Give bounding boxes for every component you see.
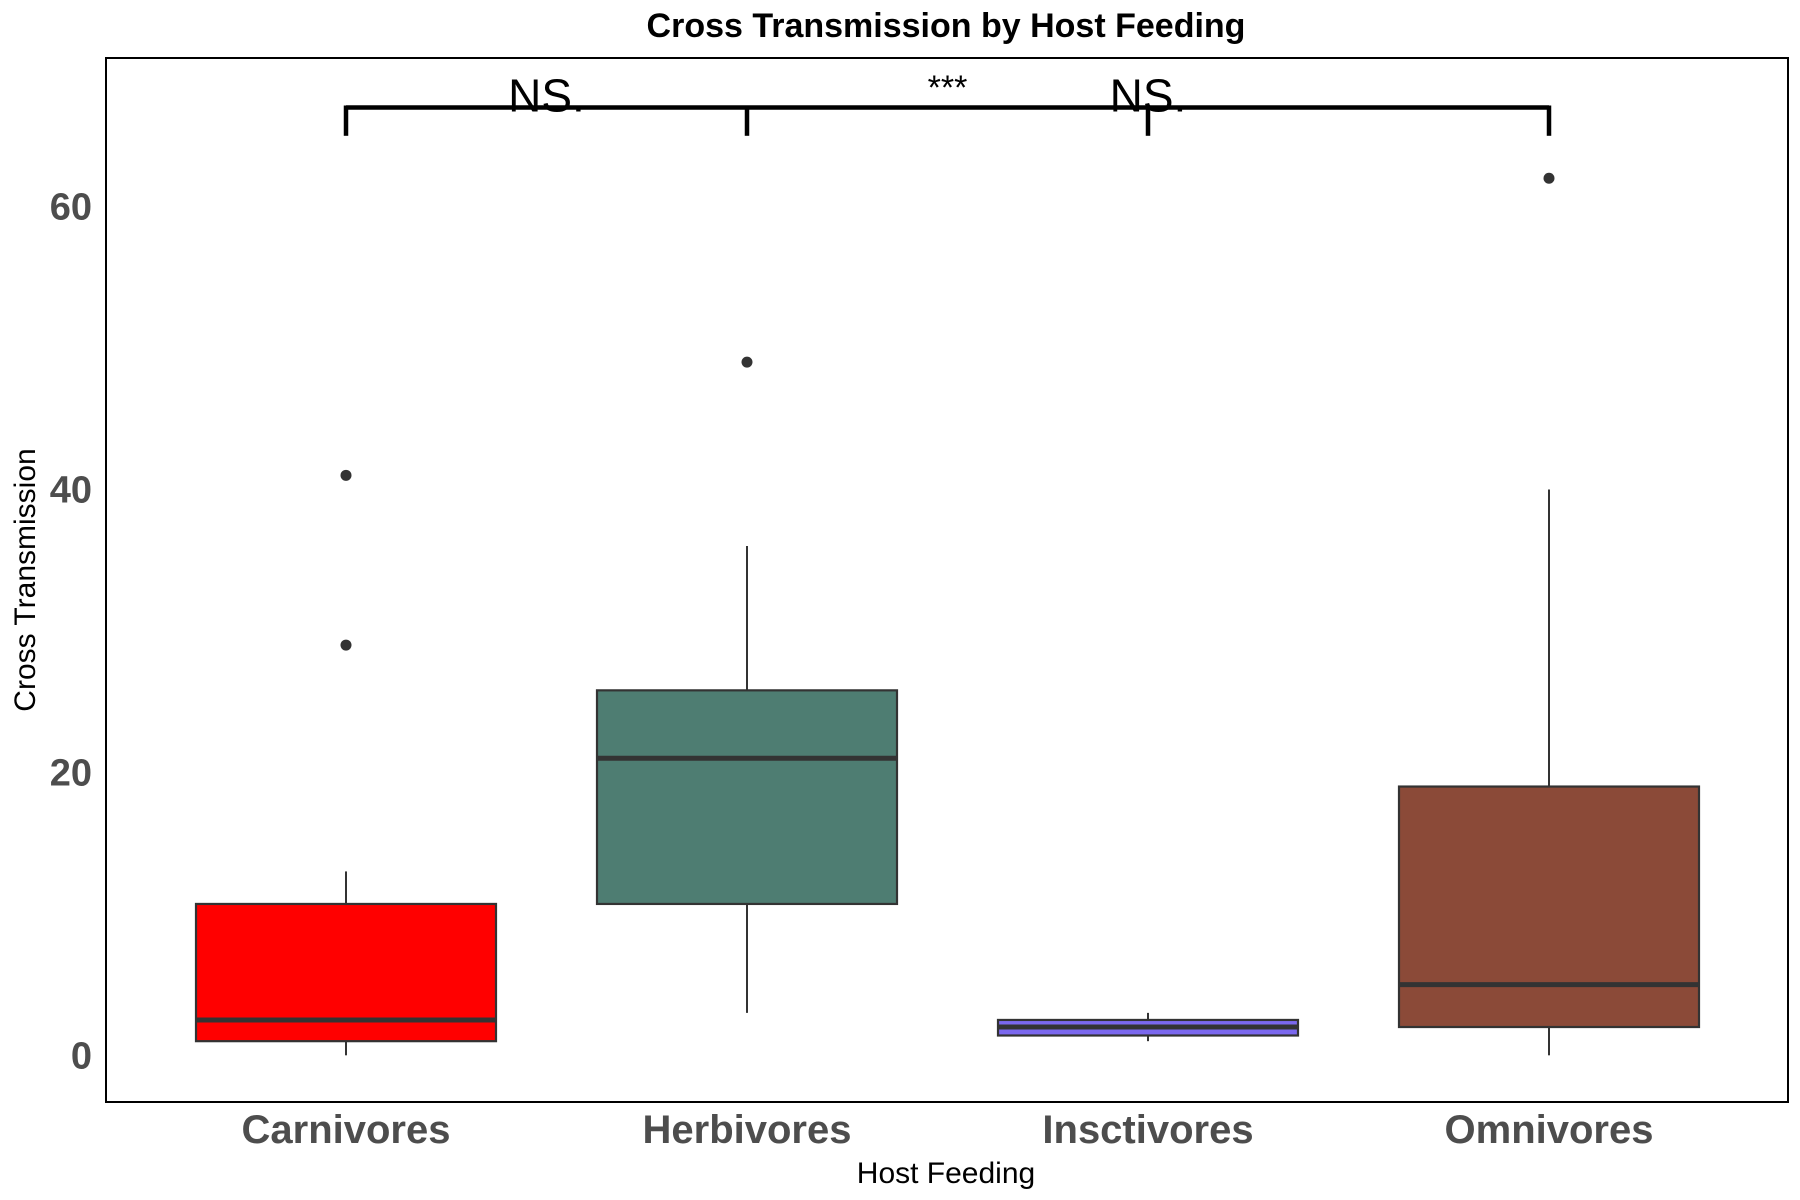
significance-annotations: NS. *** NS. bbox=[343, 69, 1552, 136]
boxes-layer bbox=[194, 172, 1701, 1056]
significance-label-1: NS. bbox=[508, 69, 585, 121]
chart-title: Cross Transmission by Host Feeding bbox=[647, 7, 1246, 45]
box-body-herbivores bbox=[595, 689, 899, 906]
y-axis-title: Cross Transmission bbox=[9, 448, 42, 711]
box-omnivores bbox=[1397, 172, 1701, 1056]
y-tick-label-40: 40 bbox=[50, 469, 92, 511]
x-tick-label-carnivores: Carnivores bbox=[242, 1108, 451, 1152]
plot-panel-border bbox=[105, 57, 1789, 1103]
x-axis-title: Host Feeding bbox=[857, 1157, 1035, 1190]
y-tick-label-60: 60 bbox=[50, 187, 92, 229]
outlier-point-herbivores-1 bbox=[741, 356, 753, 368]
x-axis: Carnivores Herbivores Insctivores Omnivores bbox=[242, 1108, 1654, 1152]
y-axis: 0 20 40 60 bbox=[50, 187, 92, 1078]
box-carnivores bbox=[194, 469, 498, 1056]
significance-label-3: NS. bbox=[1110, 69, 1187, 121]
outlier-point-carnivores-1 bbox=[340, 639, 352, 651]
x-tick-label-omnivores: Omnivores bbox=[1445, 1108, 1654, 1152]
box-body-omnivores bbox=[1397, 785, 1701, 1029]
box-herbivores bbox=[595, 356, 899, 1013]
outlier-point-omnivores-1 bbox=[1543, 172, 1555, 184]
box-insctivores bbox=[996, 1012, 1300, 1042]
y-tick-label-0: 0 bbox=[71, 1035, 92, 1077]
outlier-point-carnivores-2 bbox=[340, 469, 352, 481]
significance-label-2: *** bbox=[928, 69, 968, 107]
y-tick-label-20: 20 bbox=[50, 752, 92, 794]
x-tick-label-insctivores: Insctivores bbox=[1042, 1108, 1253, 1152]
x-tick-label-herbivores: Herbivores bbox=[643, 1108, 852, 1152]
